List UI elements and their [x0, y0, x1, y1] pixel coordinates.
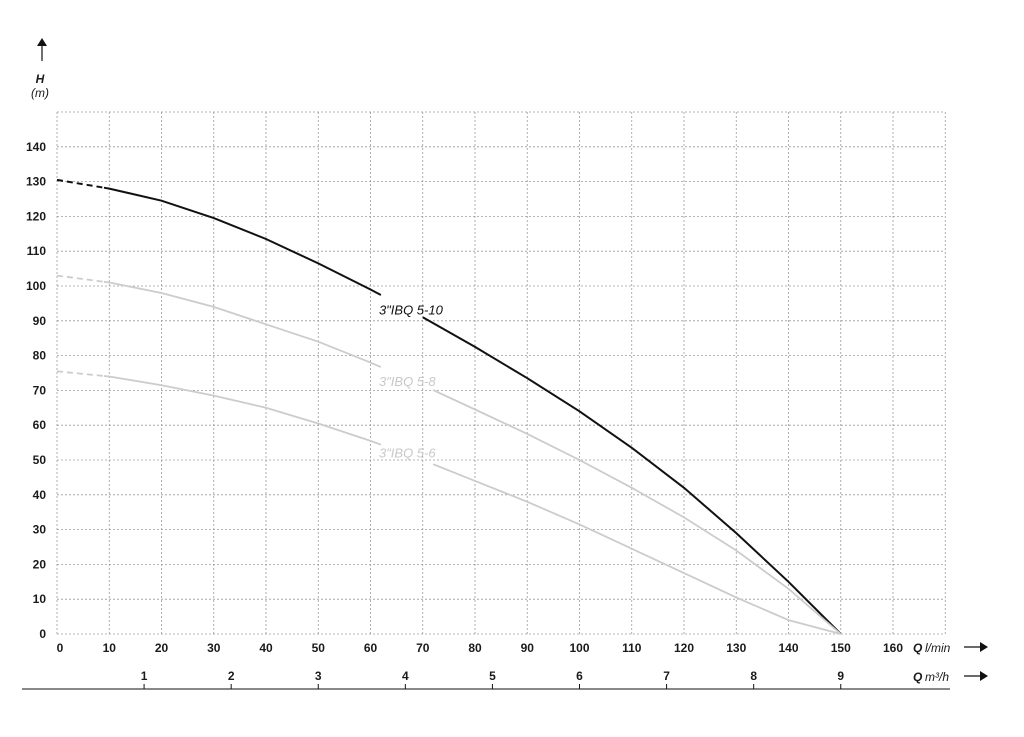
y-tick-label: 40: [33, 488, 47, 502]
y-tick-label: 30: [33, 523, 47, 537]
x2-tick-label: 2: [228, 669, 235, 683]
x-tick-label: 40: [259, 641, 273, 655]
series-line: [103, 186, 382, 296]
x2-tick-label: 4: [402, 669, 409, 683]
series-line: [422, 316, 842, 635]
y-tick-label: 0: [39, 627, 46, 641]
y-tick-label: 90: [33, 314, 47, 328]
series-line-dashed: [56, 178, 105, 189]
y-tick-label: 10: [33, 592, 47, 606]
x2-axis-unit: m³/h: [925, 670, 949, 684]
series-line: [432, 463, 842, 635]
series-line-dashed: [56, 274, 105, 283]
x2-tick-label: 7: [663, 669, 670, 683]
x-tick-label: 100: [569, 641, 589, 655]
x2-axis-name: Q: [913, 670, 923, 684]
x-tick-label: 70: [416, 641, 430, 655]
y-tick-label: 20: [33, 557, 47, 571]
x-tick-label: 110: [622, 641, 642, 655]
x-tick-label: 30: [207, 641, 221, 655]
y-axis-name: H: [36, 72, 45, 86]
x-tick-label: 120: [674, 641, 694, 655]
x-tick-label: 60: [364, 641, 378, 655]
x-axis-unit: l/min: [925, 641, 951, 655]
series-label: 3"IBQ 5-6: [379, 445, 436, 460]
series-line: [103, 375, 382, 446]
x2-tick-label: 8: [750, 669, 757, 683]
x2-tick-label: 5: [489, 669, 496, 683]
y-tick-label: 50: [33, 453, 47, 467]
series-label: 3"IBQ 5-10: [379, 303, 444, 318]
x-axis-name: Q: [913, 641, 923, 655]
series-label: 3"IBQ 5-8: [379, 374, 436, 389]
y-tick-label: 70: [33, 383, 47, 397]
x-axis-arrow-icon: [980, 642, 988, 652]
y-tick-label: 100: [26, 279, 46, 293]
x-tick-label: 0: [57, 641, 64, 655]
x-tick-label: 160: [883, 641, 903, 655]
series-labels: 3"IBQ 5-10 3"IBQ 5-8 3"IBQ 5-6: [379, 303, 444, 461]
x-tick-label: 150: [831, 641, 851, 655]
x-tick-label: 80: [468, 641, 482, 655]
grid: [56, 111, 946, 635]
series-line: [103, 280, 382, 368]
series-line-dashed: [56, 370, 105, 377]
x2-tick-label: 9: [837, 669, 844, 683]
x2-axis-arrow-icon: [980, 671, 988, 681]
y-axis-arrow-icon: [37, 38, 47, 46]
y-tick-label: 130: [26, 175, 46, 189]
x2-tick-label: 1: [141, 669, 148, 683]
y-axis-unit: (m): [31, 86, 49, 100]
y-tick-label: 80: [33, 349, 47, 363]
x-tick-label: 90: [521, 641, 535, 655]
x-tick-label: 140: [778, 641, 798, 655]
y-tick-label: 120: [26, 209, 46, 223]
x-tick-label: 50: [312, 641, 326, 655]
y-tick-label: 140: [26, 140, 46, 154]
x2-tick-label: 6: [576, 669, 583, 683]
series-group: [56, 178, 842, 635]
series-line: [432, 389, 842, 635]
y-tick-label: 60: [33, 418, 47, 432]
x-tick-label: 10: [103, 641, 117, 655]
y-tick-label: 110: [27, 244, 47, 258]
x-tick-label: 130: [726, 641, 746, 655]
x2-tick-label: 3: [315, 669, 322, 683]
x-tick-label: 20: [155, 641, 169, 655]
